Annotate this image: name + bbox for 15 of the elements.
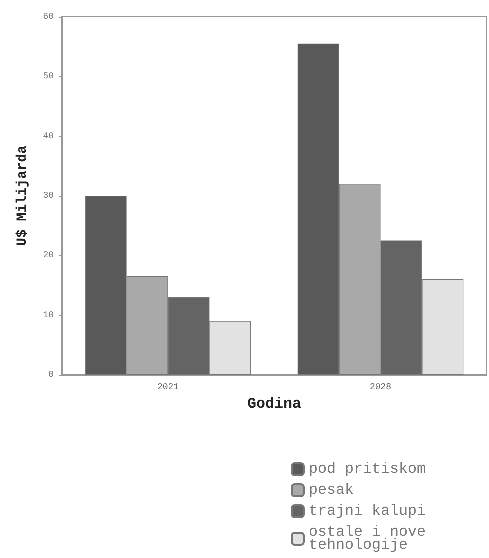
y-tick-label: 20 bbox=[43, 250, 54, 261]
legend-label: trajni kalupi bbox=[309, 503, 426, 520]
legend-label: pesak bbox=[309, 482, 354, 499]
legend-label: ostale i nove tehnologije bbox=[309, 524, 436, 554]
legend-label: pod pritiskom bbox=[309, 461, 426, 478]
y-axis-title: U$ Milijarda bbox=[15, 145, 31, 246]
y-tick-label: 30 bbox=[43, 191, 54, 201]
y-tick-label: 40 bbox=[43, 131, 54, 142]
y-tick-label: 60 bbox=[43, 12, 54, 22]
x-tick-label: 2028 bbox=[370, 382, 392, 392]
x-axis-title: Godina bbox=[247, 396, 302, 413]
y-tick-label: 0 bbox=[48, 370, 54, 380]
x-tick-label: 2021 bbox=[157, 382, 180, 392]
y-tick-label: 50 bbox=[43, 72, 54, 82]
y-tick-label: 10 bbox=[43, 310, 54, 320]
